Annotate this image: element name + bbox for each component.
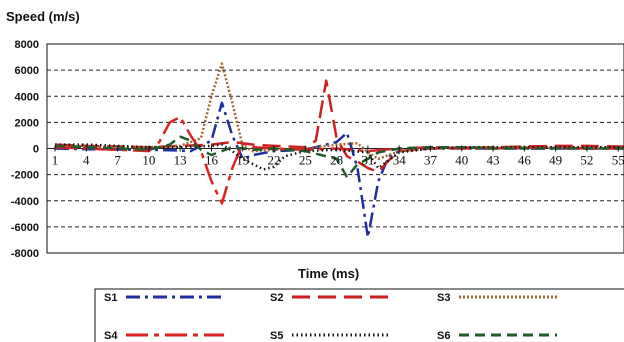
x-tick-label: 43 bbox=[487, 153, 500, 168]
y-tick-label: 0 bbox=[33, 144, 39, 156]
series-line-s1 bbox=[54, 101, 624, 239]
series-line-s3 bbox=[54, 62, 624, 161]
y-tick-label: 6000 bbox=[15, 65, 39, 77]
legend-label-s3: S3 bbox=[437, 292, 450, 304]
x-tick-label: 52 bbox=[580, 153, 593, 168]
x-tick-label: 34 bbox=[393, 153, 407, 168]
x-tick-label: 40 bbox=[455, 153, 468, 168]
y-tick-label: 2000 bbox=[15, 117, 39, 129]
x-tick-label: 22 bbox=[268, 153, 281, 168]
x-tick-label: 31 bbox=[361, 153, 374, 168]
y-tick-label: -2000 bbox=[11, 170, 39, 182]
series-lines bbox=[54, 62, 624, 239]
legend-label-s4: S4 bbox=[104, 330, 118, 342]
y-tick-label: -4000 bbox=[11, 196, 39, 208]
series-line-s5 bbox=[55, 143, 624, 171]
legend-label-s1: S1 bbox=[104, 292, 117, 304]
x-tick-label: 13 bbox=[174, 153, 187, 168]
y-tick-labels: 8000 6000 4000 2000 0 -2000 -4000 -6000 -8000 bbox=[11, 39, 39, 260]
x-tick-label: 16 bbox=[205, 153, 219, 168]
x-tick-label: 25 bbox=[299, 153, 312, 168]
x-tick-label: 49 bbox=[549, 153, 562, 168]
legend-label-s2: S2 bbox=[270, 292, 283, 304]
x-tick-label: 37 bbox=[424, 153, 438, 168]
legend-label-s6: S6 bbox=[437, 330, 450, 342]
plot-frame bbox=[46, 43, 624, 254]
y-tick-label: 8000 bbox=[15, 39, 39, 51]
x-tick-label: 1 bbox=[52, 153, 59, 168]
x-tick-label: 55 bbox=[612, 153, 624, 168]
y-tick-label: 4000 bbox=[15, 91, 39, 103]
y-axis-label: Speed (m/s) bbox=[6, 9, 80, 24]
x-tick-label: 7 bbox=[114, 153, 121, 168]
x-axis-label: Time (ms) bbox=[298, 266, 359, 281]
x-tick-label: 10 bbox=[142, 153, 155, 168]
x-tick-labels: 1471013161922252831343740434649525558 bbox=[52, 145, 624, 168]
legend: S1 S2 S3 S4 S5 S6 bbox=[104, 292, 557, 342]
legend-label-s5: S5 bbox=[270, 330, 283, 342]
x-tick-label: 4 bbox=[83, 153, 90, 168]
y-tick-label: -6000 bbox=[11, 222, 39, 234]
x-tick-label: 46 bbox=[518, 153, 532, 168]
y-tick-label: -8000 bbox=[11, 248, 39, 260]
series-line-s6 bbox=[54, 135, 624, 179]
x-tick-label: 19 bbox=[236, 153, 249, 168]
x-tick-label: 28 bbox=[330, 153, 343, 168]
